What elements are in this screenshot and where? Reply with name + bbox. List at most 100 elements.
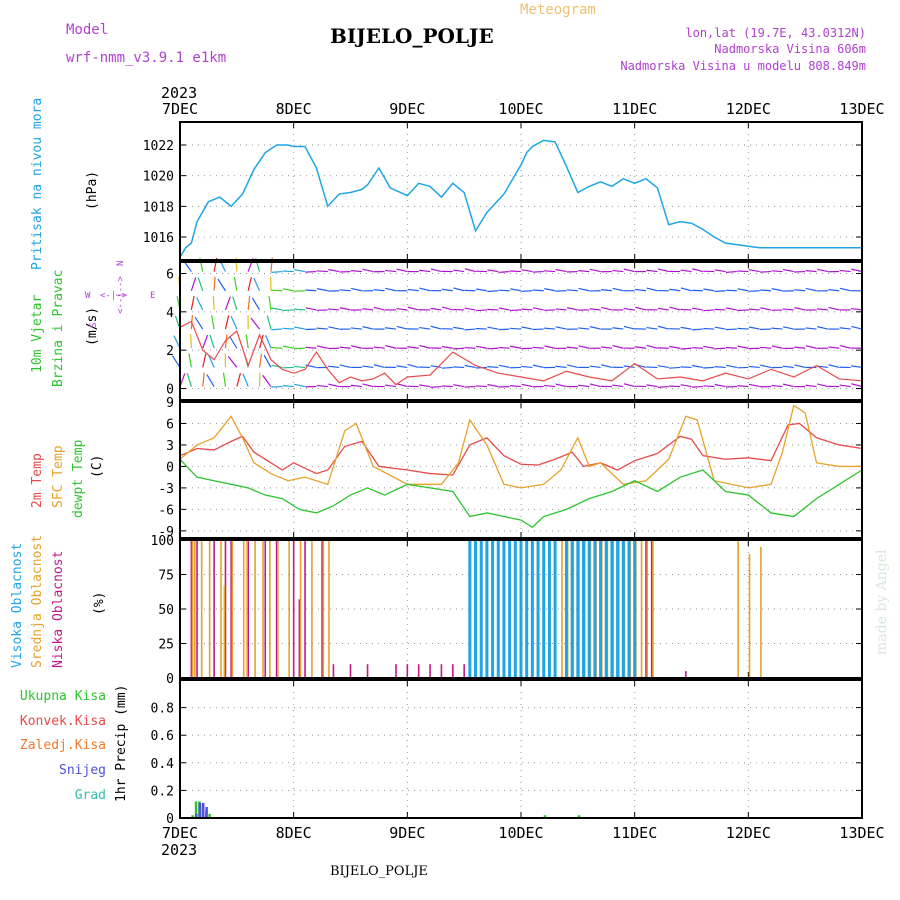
- wind-arrow: [328, 383, 340, 388]
- wind-arrow: [589, 308, 601, 311]
- footer-station: BIJELO_POLJE: [330, 864, 428, 879]
- wind-arrow: [782, 268, 794, 273]
- wind-arrow: [350, 384, 362, 388]
- wind-arrow: [222, 372, 227, 387]
- pressure-label: Pritisak na nivou mora: [30, 98, 45, 270]
- wind-arrow: [714, 347, 726, 350]
- wind-arrow: [305, 270, 317, 273]
- wind-arrow: [726, 307, 738, 311]
- wind-arrow: [487, 366, 499, 369]
- x-date-label-bottom: 8DEC: [276, 824, 312, 842]
- wind-arrow: [271, 328, 283, 331]
- wind-arrow: [453, 287, 465, 292]
- y-tick-label: 2: [166, 344, 174, 359]
- wind-arrow: [396, 268, 408, 273]
- wind-arrow: [362, 326, 374, 330]
- panel-frame: [179, 679, 863, 819]
- wind-arrow: [373, 306, 385, 311]
- wind-arrow: [430, 385, 442, 388]
- credit-label: made by Angel: [874, 549, 890, 655]
- wind-arrow: [385, 345, 397, 349]
- wind-arrow: [316, 384, 328, 388]
- panel-frame: [179, 401, 863, 539]
- wind-arrow: [282, 385, 294, 388]
- x-date-label-bottom: 10DEC: [498, 824, 543, 842]
- wind-arrow: [430, 307, 442, 311]
- wind-arrow: [601, 306, 613, 311]
- wind-arrow: [703, 366, 715, 369]
- wind-arrow: [839, 269, 851, 273]
- wind-arrow: [419, 269, 431, 273]
- x-date-label-top: 9DEC: [389, 100, 425, 118]
- x-date-label-bottom: 13DEC: [839, 824, 884, 842]
- wind-arrow: [521, 365, 533, 369]
- wind-arrow: [339, 289, 351, 292]
- wind-arrow: [566, 364, 578, 369]
- wind-arrow: [623, 307, 635, 311]
- y-tick-label: 0: [166, 460, 174, 475]
- wind-arrow: [782, 308, 794, 311]
- y-tick-label: 1022: [143, 139, 174, 154]
- model-name: wrf-nmm_v3.9.1 e1km: [66, 50, 226, 66]
- wind-arrow: [396, 383, 408, 388]
- wind-arrow: [703, 345, 715, 349]
- wind-arrow: [669, 288, 681, 292]
- wind-arrow: [498, 364, 510, 369]
- wind-arrow: [407, 288, 419, 292]
- wind-arrow: [498, 328, 510, 331]
- wind-arrow: [817, 268, 829, 273]
- wind-arrow: [282, 270, 294, 273]
- wind-arrow: [851, 365, 863, 369]
- sfc-temp-series-line: [179, 404, 862, 489]
- wind-arrow: [714, 366, 726, 369]
- wind-arrow: [691, 307, 703, 311]
- temp-unit: (C): [90, 455, 105, 478]
- wind-arrow: [737, 288, 749, 292]
- rain-bar: [543, 815, 547, 818]
- panel-frame: [179, 539, 863, 679]
- wind-arrow: [691, 385, 703, 388]
- wind-arrow: [258, 334, 264, 349]
- wind-arrow: [623, 383, 635, 388]
- year-bottom: 2023: [161, 841, 197, 859]
- compass-e: E: [150, 291, 155, 301]
- wind-arrow: [782, 326, 794, 330]
- wind-arrow: [294, 269, 306, 273]
- wind-arrow: [262, 374, 272, 387]
- wind-arrow: [294, 308, 306, 311]
- wind-arrow: [691, 347, 703, 349]
- wind-arrow: [544, 288, 556, 292]
- plot-layer: 10161018102010220246-9-6-303690255075100…: [143, 100, 885, 842]
- wind-arrow: [453, 269, 465, 273]
- wind-arrow: [475, 345, 488, 349]
- wind-arrow: [498, 270, 510, 273]
- wind-arrow: [760, 270, 772, 273]
- wind-arrow: [453, 384, 465, 388]
- wind-arrow: [646, 287, 658, 292]
- y-tick-label: 1016: [143, 231, 174, 246]
- wind-arrow: [224, 296, 231, 311]
- wind-arrow: [839, 327, 851, 330]
- wind-arrow: [190, 334, 192, 349]
- rain-bar: [194, 801, 198, 818]
- wind-arrow: [173, 335, 181, 349]
- wind-arrow: [510, 288, 522, 292]
- wind-arrow: [316, 270, 328, 273]
- wind-arrow: [805, 384, 817, 388]
- wind-arrow: [828, 289, 840, 292]
- wind-arrow: [316, 288, 328, 292]
- x-date-label-top: 11DEC: [612, 100, 657, 118]
- wind-arrow: [521, 290, 533, 292]
- wind-arrow: [566, 289, 578, 292]
- meteogram-label: Meteogram: [520, 2, 596, 18]
- snow-bar: [195, 813, 198, 818]
- wind-arrow: [725, 289, 737, 292]
- wind-arrow: [209, 334, 215, 349]
- wind-arrow: [760, 364, 772, 369]
- wind-arrow: [441, 345, 453, 349]
- wind-arrow: [385, 287, 397, 292]
- wind-arrow: [726, 364, 738, 369]
- wind-arrow: [646, 344, 658, 349]
- wind-arrow: [737, 309, 749, 312]
- wind-arrow: [339, 364, 351, 369]
